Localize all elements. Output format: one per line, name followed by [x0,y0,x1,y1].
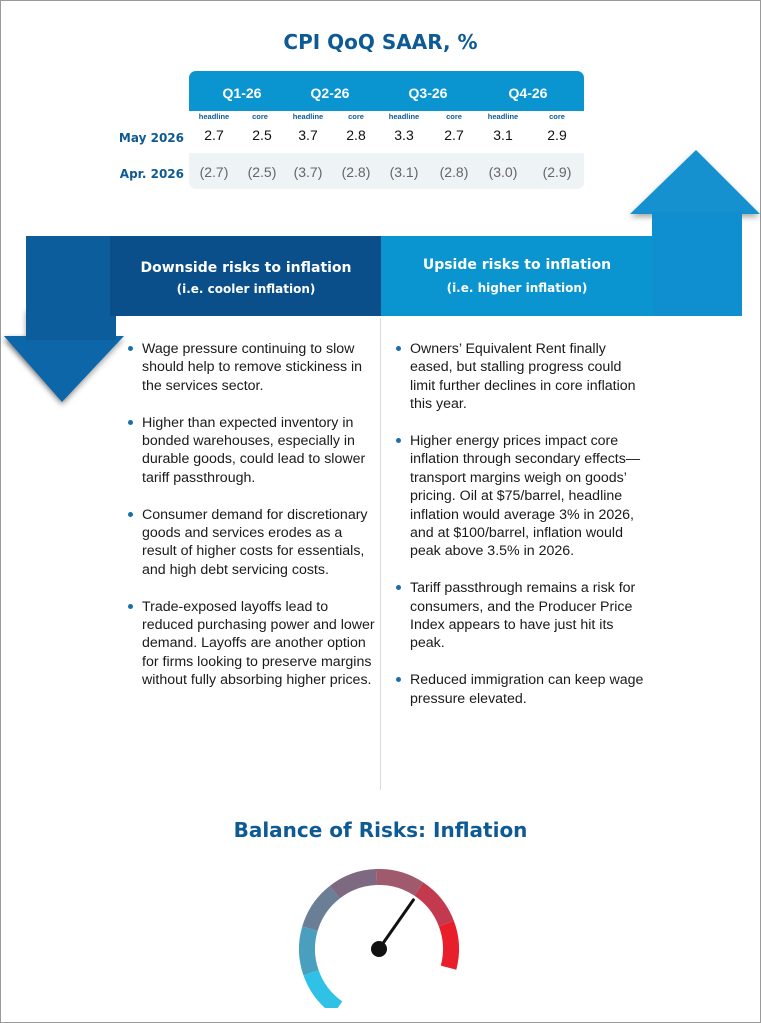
table-cell: 2.9 [547,127,567,143]
sub-header: core [549,112,565,121]
sub-header: headline [388,112,420,121]
table-cell: 2.8 [346,127,366,143]
cpi-table: Q1-26 Q2-26 Q3-26 Q4-26 headline core he… [189,71,584,189]
list-item-text: Trade-exposed layoffs lead to reduced pu… [142,598,375,689]
list-item: Higher energy prices impact core inflati… [396,432,646,561]
downside-arrow-shaft [26,236,116,340]
table-cell: (2.5) [247,164,277,180]
upside-arrow-shaft [652,212,742,316]
list-item: Owners’ Equivalent Rent finally eased, b… [396,340,646,414]
quarter-header: Q4-26 [508,85,548,101]
gauge-segment [299,926,319,976]
gauge-segment [414,882,454,927]
risk-arrow-band [4,150,760,402]
table-cell: 3.7 [298,127,318,143]
list-item-text: Consumer demand for discretionary goods … [142,506,368,578]
quarter-header: Q1-26 [222,85,262,101]
gauge-hub [371,941,387,957]
list-item-text: Owners’ Equivalent Rent finally eased, b… [410,341,636,413]
table-row: 2.7 2.5 3.7 2.8 3.3 2.7 3.1 2.9 [189,123,584,153]
list-item: Wage pressure continuing to slow should … [128,340,378,395]
list-item-text: Higher energy prices impact core inflati… [410,433,641,560]
downside-title: Downside risks to inflation [140,260,352,276]
gauge-segment [303,969,343,1008]
sub-header: core [348,112,364,121]
row-label: Apr. 2026 [119,167,184,181]
table-cell: (3.7) [293,164,323,180]
list-item: Higher than expected inventory in bonded… [128,414,378,488]
cpi-table-title: CPI QoQ SAAR, % [283,30,478,54]
balance-title: Balance of Risks: Inflation [233,818,528,842]
table-header: Q1-26 Q2-26 Q3-26 Q4-26 [189,71,584,111]
sub-header-row: headline core headline core headline cor… [189,111,584,123]
upside-panel [381,236,653,316]
downside-subtitle: (i.e. cooler inflation) [176,282,316,296]
gauge-segment [376,869,424,896]
sub-header: core [252,112,268,121]
table-cell: (2.9) [542,164,572,180]
upside-arrow-head-icon [630,150,760,214]
gauge-arcs [299,869,459,1008]
downside-list: Wage pressure continuing to slow should … [128,340,378,708]
downside-panel [110,236,382,316]
table-cell: 2.7 [204,127,224,143]
table-cell: (2.7) [199,164,229,180]
bullet-icon [128,346,133,351]
list-item: Trade-exposed layoffs lead to reduced pu… [128,598,378,690]
gauge-segment [302,885,340,932]
table-cell: (2.8) [341,164,371,180]
list-item-text: Reduced immigration can keep wage pressu… [410,672,644,707]
bullet-icon [128,511,133,517]
bullet-icon [128,419,133,425]
sub-header: core [446,112,462,121]
bullet-icon [128,603,133,609]
sub-header: headline [198,112,230,121]
table-cell: (3.1) [389,164,419,180]
upside-title: Upside risks to inflation [422,257,612,273]
bullet-icon [396,677,401,683]
list-item: Tariff passthrough remains a risk for co… [396,579,646,653]
list-item-text: Higher than expected inventory in bonded… [142,414,366,486]
list-item-text: Wage pressure continuing to slow should … [142,341,363,394]
gauge-segment [438,920,459,970]
upside-list: Owners’ Equivalent Rent finally eased, b… [396,340,646,726]
table-cell: (3.0) [488,164,518,180]
bullet-icon [396,346,401,351]
table-cell: 2.7 [444,127,464,143]
column-divider [380,318,381,790]
gauge-segment [329,869,377,899]
upside-subtitle: (i.e. higher inflation) [446,281,588,295]
table-cell: 3.1 [493,127,513,143]
downside-arrow-head-icon [4,336,124,402]
quarter-header: Q2-26 [310,85,350,101]
list-item: Reduced immigration can keep wage pressu… [396,671,646,708]
bullet-icon [396,438,401,444]
bullet-icon [396,585,401,591]
quarter-header: Q3-26 [408,85,448,101]
gauge-needle-icon [377,898,415,951]
table-cell: (2.8) [439,164,469,180]
table-cell: 3.3 [394,127,414,143]
inflation-gauge [299,869,459,1008]
list-item-text: Tariff passthrough remains a risk for co… [410,580,636,652]
table-cell: 2.5 [252,127,272,143]
sub-header: headline [487,112,519,121]
table-row: (2.7) (2.5) (3.7) (2.8) (3.1) (2.8) (3.0… [189,157,584,187]
list-item: Consumer demand for discretionary goods … [128,506,378,580]
sub-header: headline [292,112,324,121]
row-label: May 2026 [118,131,184,145]
